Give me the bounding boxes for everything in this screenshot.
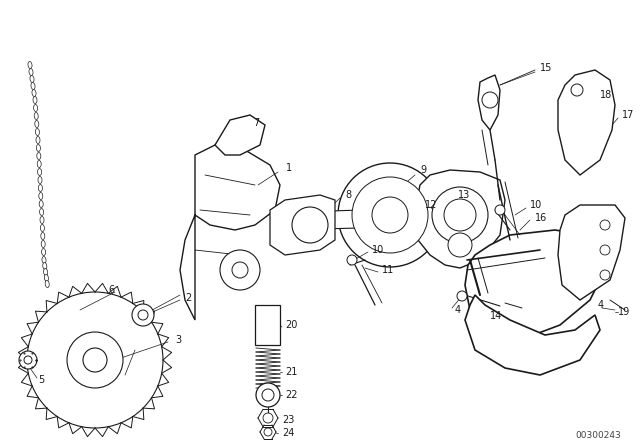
Polygon shape: [465, 230, 605, 340]
Circle shape: [600, 220, 610, 230]
Text: 10: 10: [530, 200, 542, 210]
Polygon shape: [215, 115, 265, 155]
Circle shape: [264, 428, 272, 436]
Text: 16: 16: [535, 213, 547, 223]
Ellipse shape: [39, 201, 44, 207]
Circle shape: [482, 92, 498, 108]
Ellipse shape: [41, 241, 45, 247]
Circle shape: [24, 356, 32, 364]
Polygon shape: [558, 70, 615, 175]
Ellipse shape: [35, 129, 40, 135]
Circle shape: [292, 207, 328, 243]
Circle shape: [262, 389, 274, 401]
Ellipse shape: [45, 280, 49, 288]
Ellipse shape: [36, 137, 40, 143]
Circle shape: [232, 262, 248, 278]
Circle shape: [263, 413, 273, 423]
Ellipse shape: [33, 104, 38, 112]
Ellipse shape: [44, 275, 49, 281]
Text: 8: 8: [345, 190, 351, 200]
Ellipse shape: [32, 90, 36, 96]
Circle shape: [352, 177, 428, 253]
Circle shape: [372, 197, 408, 233]
Circle shape: [138, 310, 148, 320]
Circle shape: [457, 291, 467, 301]
Ellipse shape: [34, 112, 38, 120]
Text: 7: 7: [253, 118, 259, 128]
Circle shape: [338, 163, 442, 267]
Circle shape: [83, 348, 107, 372]
Circle shape: [432, 187, 488, 243]
Ellipse shape: [44, 268, 47, 276]
Polygon shape: [415, 170, 505, 268]
Circle shape: [256, 383, 280, 407]
Text: 17: 17: [622, 110, 634, 120]
Circle shape: [495, 205, 505, 215]
Circle shape: [19, 351, 37, 369]
Circle shape: [347, 255, 357, 265]
Ellipse shape: [30, 76, 34, 82]
Ellipse shape: [43, 263, 47, 270]
Text: 19: 19: [618, 307, 630, 317]
Ellipse shape: [38, 177, 42, 184]
Circle shape: [571, 84, 583, 96]
Polygon shape: [270, 195, 335, 255]
Ellipse shape: [38, 185, 42, 191]
Ellipse shape: [28, 61, 32, 69]
Text: 15: 15: [540, 63, 552, 73]
Text: 5: 5: [38, 375, 44, 385]
Text: 23: 23: [282, 415, 294, 425]
Ellipse shape: [36, 152, 41, 159]
Ellipse shape: [35, 121, 39, 128]
Text: 12: 12: [425, 200, 437, 210]
Text: 21: 21: [285, 367, 298, 377]
Polygon shape: [255, 305, 280, 345]
Text: 4: 4: [598, 300, 604, 310]
Polygon shape: [478, 75, 500, 130]
Circle shape: [27, 292, 163, 428]
Ellipse shape: [37, 160, 41, 168]
Ellipse shape: [42, 257, 46, 263]
Text: 13: 13: [458, 190, 470, 200]
Text: 11: 11: [382, 265, 394, 275]
Ellipse shape: [42, 249, 45, 255]
Text: 20: 20: [285, 320, 298, 330]
Circle shape: [132, 304, 154, 326]
Ellipse shape: [41, 233, 45, 240]
Text: 2: 2: [185, 293, 191, 303]
Ellipse shape: [38, 168, 42, 176]
Text: 22: 22: [285, 390, 298, 400]
Text: 00300243: 00300243: [575, 431, 621, 439]
Text: 1: 1: [286, 163, 292, 173]
Text: 10: 10: [372, 245, 384, 255]
Text: 18: 18: [600, 90, 612, 100]
Text: 4: 4: [455, 305, 461, 315]
Ellipse shape: [39, 193, 43, 199]
Ellipse shape: [40, 208, 44, 215]
Circle shape: [220, 250, 260, 290]
Ellipse shape: [31, 82, 35, 90]
Text: 14: 14: [490, 311, 502, 321]
Polygon shape: [180, 145, 280, 320]
Ellipse shape: [29, 69, 33, 75]
Polygon shape: [465, 295, 600, 375]
Circle shape: [448, 233, 472, 257]
Circle shape: [600, 245, 610, 255]
Circle shape: [600, 270, 610, 280]
Circle shape: [67, 332, 123, 388]
Text: 3: 3: [175, 335, 181, 345]
Ellipse shape: [40, 224, 44, 232]
Ellipse shape: [40, 216, 44, 224]
Polygon shape: [558, 205, 625, 300]
Ellipse shape: [36, 145, 40, 151]
Text: 6: 6: [108, 285, 114, 295]
Text: 9: 9: [420, 165, 426, 175]
Ellipse shape: [33, 96, 37, 103]
Text: 24: 24: [282, 428, 294, 438]
Circle shape: [444, 199, 476, 231]
Polygon shape: [275, 210, 360, 230]
